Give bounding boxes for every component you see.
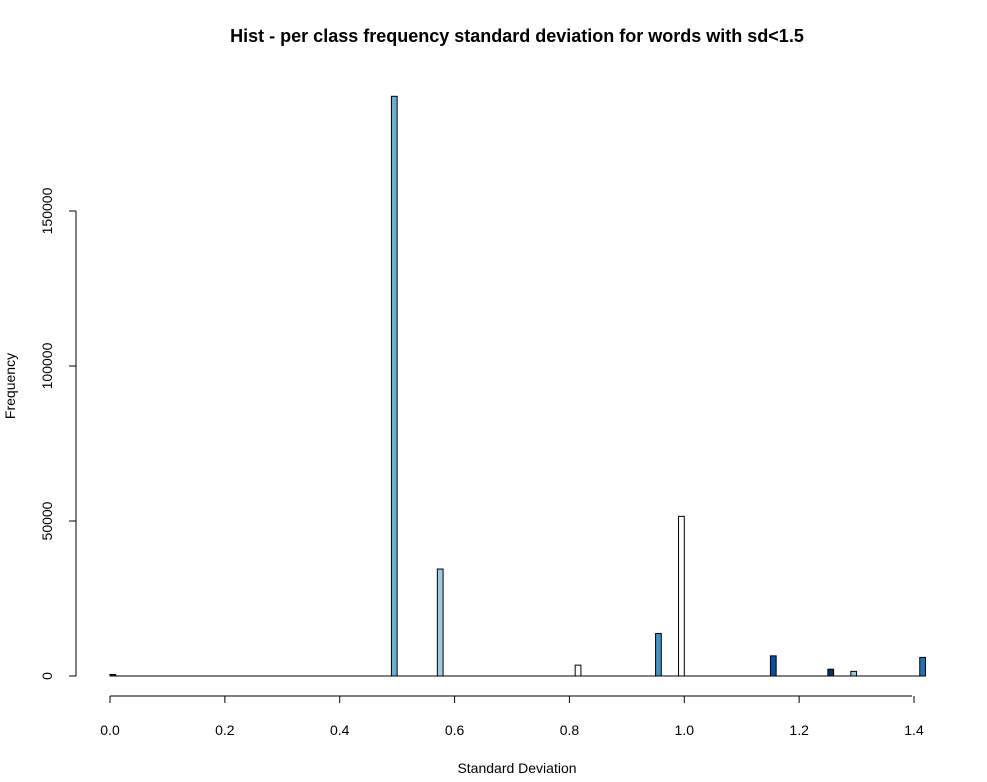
histogram-bar [436,568,444,677]
x-tick-label: 0.8 [560,722,580,738]
x-tick-label: 1.0 [675,722,695,738]
chart-title: Hist - per class frequency standard devi… [230,26,804,46]
x-axis-label: Standard Deviation [457,760,576,776]
x-tick-label: 1.4 [904,722,924,738]
x-tick-label: 1.2 [789,722,809,738]
histogram-bar [390,95,398,677]
y-tick-label: 150000 [39,187,55,234]
x-tick-label: 0.2 [215,722,235,738]
histogram-bar [769,655,777,677]
histogram-bar [850,670,858,677]
histogram-bar [678,515,685,677]
histogram-bar [919,656,926,677]
y-tick-label: 100000 [39,342,55,389]
x-tick-label: 0.4 [330,722,350,738]
y-axis-label: Frequency [2,353,18,419]
y-tick-label: 50000 [39,501,55,540]
histogram-bars [109,95,926,677]
x-tick-label: 0.6 [445,722,465,738]
x-tick-label: 0.0 [100,722,120,738]
y-axis-ticks: 0 50000 100000 150000 [39,187,76,680]
histogram-bar [827,668,835,677]
histogram-bar [574,664,582,677]
histogram-bar [655,633,662,677]
histogram-bar [109,673,117,677]
x-axis-ticks: 0.0 0.2 0.4 0.6 0.8 1.0 1.2 1.4 [100,696,924,738]
y-tick-label: 0 [39,672,55,680]
